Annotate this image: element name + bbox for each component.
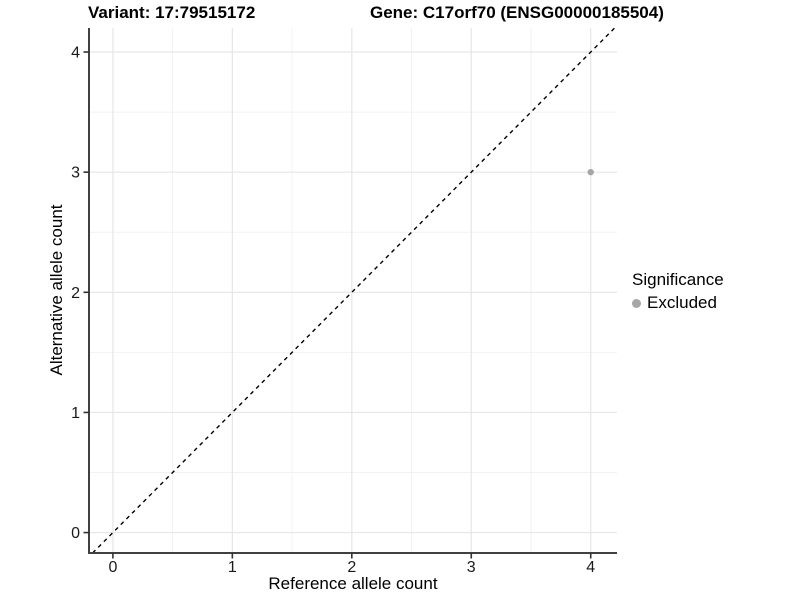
y-tick-label: 0: [71, 525, 80, 542]
y-axis-title: Alternative allele count: [47, 204, 66, 376]
grid-major: [89, 28, 617, 553]
y-tick-label: 2: [71, 285, 80, 302]
data-points: [587, 168, 594, 176]
title-gene: Gene: C17orf70 (ENSG00000185504): [370, 3, 664, 22]
x-tick-label: 3: [467, 559, 476, 576]
x-tick-label: 4: [586, 559, 595, 576]
legend-title: Significance: [632, 270, 724, 289]
identity-line: [92, 27, 616, 554]
y-tick-label: 1: [71, 405, 80, 422]
data-point: [587, 168, 594, 176]
y-tick-label: 3: [71, 165, 80, 182]
excluded-point-icon: [632, 298, 641, 308]
y-tick-label: 4: [71, 45, 80, 62]
grid-minor: [89, 28, 617, 553]
x-tick-label: 2: [347, 559, 356, 576]
legend: Significance Excluded: [632, 270, 724, 313]
legend-item-label: Excluded: [647, 293, 717, 312]
x-axis-title: Reference allele count: [268, 574, 438, 593]
x-tick-label: 0: [108, 559, 117, 576]
legend-item-excluded: Excluded: [632, 293, 724, 313]
title-variant: Variant: 17:79515172: [88, 3, 256, 22]
axis-ticks: [83, 51, 592, 559]
x-tick-label: 1: [228, 559, 237, 576]
tick-labels: 0 1 2 3 4 0 1 2 3 4: [71, 45, 595, 576]
